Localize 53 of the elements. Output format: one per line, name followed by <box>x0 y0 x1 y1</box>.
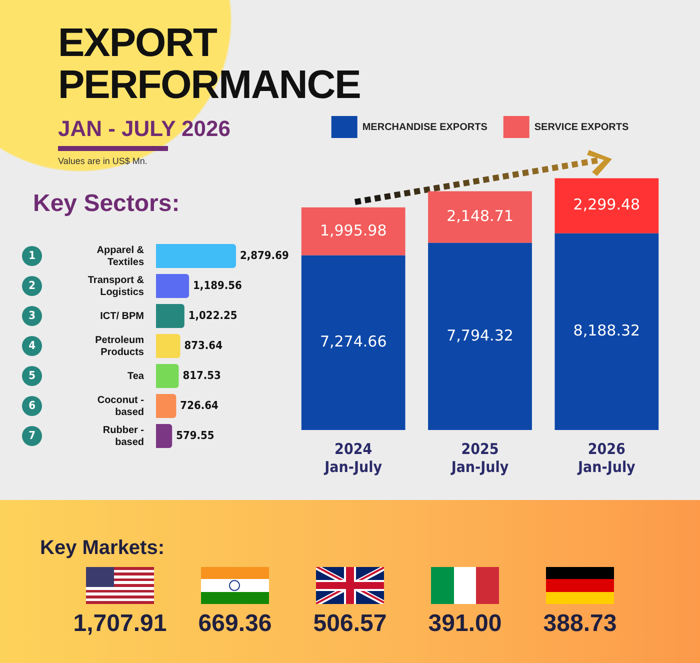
x-tick-label: 2025 Jan-July <box>450 440 509 476</box>
data-label: 2,299.48 <box>573 196 640 214</box>
text: 6 <box>28 398 36 412</box>
y-tick-label: Tea <box>128 370 144 382</box>
data-label: 817.53 <box>182 368 222 382</box>
data-label: 2,879.69 <box>240 248 289 262</box>
text: 391.00 <box>428 610 502 637</box>
bar <box>428 242 532 430</box>
text: 7 <box>28 428 36 442</box>
text: 506.57 <box>313 610 387 637</box>
bar <box>554 178 659 234</box>
y-tick-label: Petroleum Products <box>95 334 144 358</box>
y-tick-label: ICT/ BPM <box>100 310 144 322</box>
data-label: 873.64 <box>184 338 223 352</box>
bar <box>156 364 179 388</box>
text: 4 <box>28 338 36 352</box>
text: 1 <box>28 248 36 262</box>
bar <box>156 334 180 358</box>
data-label: 1,995.98 <box>320 221 387 240</box>
legend-label: SERVICE EXPORTS <box>534 122 629 133</box>
y-tick-label: Transport & Logistics <box>88 274 144 298</box>
x-tick-label: 2026 Jan-July <box>576 440 636 476</box>
data-label: 579.55 <box>176 428 214 442</box>
text: 5 <box>28 368 36 382</box>
bar <box>301 207 406 256</box>
text: 2 <box>28 278 36 292</box>
bar <box>554 233 659 430</box>
data-label: 7,274.66 <box>320 332 387 351</box>
text: 669.36 <box>198 610 272 637</box>
text: Values are in US$ Mn. <box>58 156 148 166</box>
y-tick-label: Rubber - based <box>102 424 144 448</box>
legend-label: MERCHANDISE EXPORTS <box>362 122 488 133</box>
text: 1,707.91 <box>73 610 167 637</box>
text: Key Markets: <box>40 537 165 560</box>
bar <box>156 274 190 298</box>
chart-title: Key Sectors: <box>33 190 180 218</box>
text: 3 <box>28 308 36 322</box>
x-tick-label: 2024 Jan-July <box>324 440 382 476</box>
bar <box>156 394 176 418</box>
y-tick-label: Apparel & Textiles <box>96 244 144 268</box>
data-label: 1,189.56 <box>193 278 242 292</box>
bar <box>156 304 184 328</box>
y-tick-label: Coconut - based <box>97 394 144 418</box>
data-label: 1,022.25 <box>188 308 238 322</box>
data-label: 8,188.32 <box>573 322 640 340</box>
bar <box>156 244 236 268</box>
data-label: 2,148.71 <box>446 206 514 225</box>
data-label: 7,794.32 <box>446 326 514 344</box>
data-label: 726.64 <box>180 398 218 412</box>
text: 388.73 <box>543 610 617 637</box>
bar <box>301 255 406 430</box>
bar <box>156 424 172 448</box>
chart-subtitle: JAN - JULY 2026 <box>58 116 230 142</box>
